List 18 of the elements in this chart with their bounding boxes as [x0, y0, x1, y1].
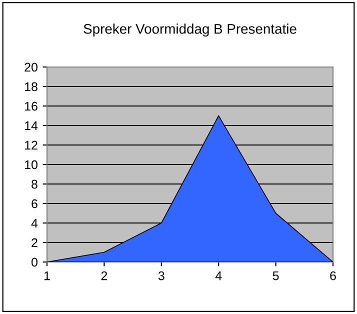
y-tick-label: 12 [25, 140, 38, 150]
x-tick-label: 4 [215, 271, 222, 280]
x-tick-label: 1 [44, 271, 50, 280]
y-tick-label: 18 [25, 82, 38, 92]
y-tick-label: 4 [31, 218, 38, 228]
chart-title: Spreker Voormiddag B Presentatie [84, 24, 296, 37]
y-tick-label: 10 [25, 160, 38, 170]
x-tick-label: 2 [101, 271, 108, 280]
y-tick-label: 8 [32, 180, 38, 189]
y-tick-label: 0 [32, 258, 38, 267]
y-tick-label: 16 [25, 102, 38, 111]
x-tick-label: 6 [330, 271, 336, 280]
x-tick-label: 5 [272, 271, 279, 280]
y-tick-label: 14 [25, 121, 38, 130]
x-tick-label: 3 [158, 271, 164, 280]
y-tick-label: 2 [32, 238, 38, 248]
y-tick-label: 6 [32, 199, 38, 208]
y-tick-label: 20 [24, 62, 38, 72]
